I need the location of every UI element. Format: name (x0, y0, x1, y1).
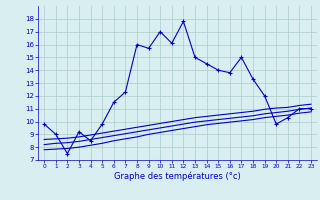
X-axis label: Graphe des températures (°c): Graphe des températures (°c) (114, 172, 241, 181)
